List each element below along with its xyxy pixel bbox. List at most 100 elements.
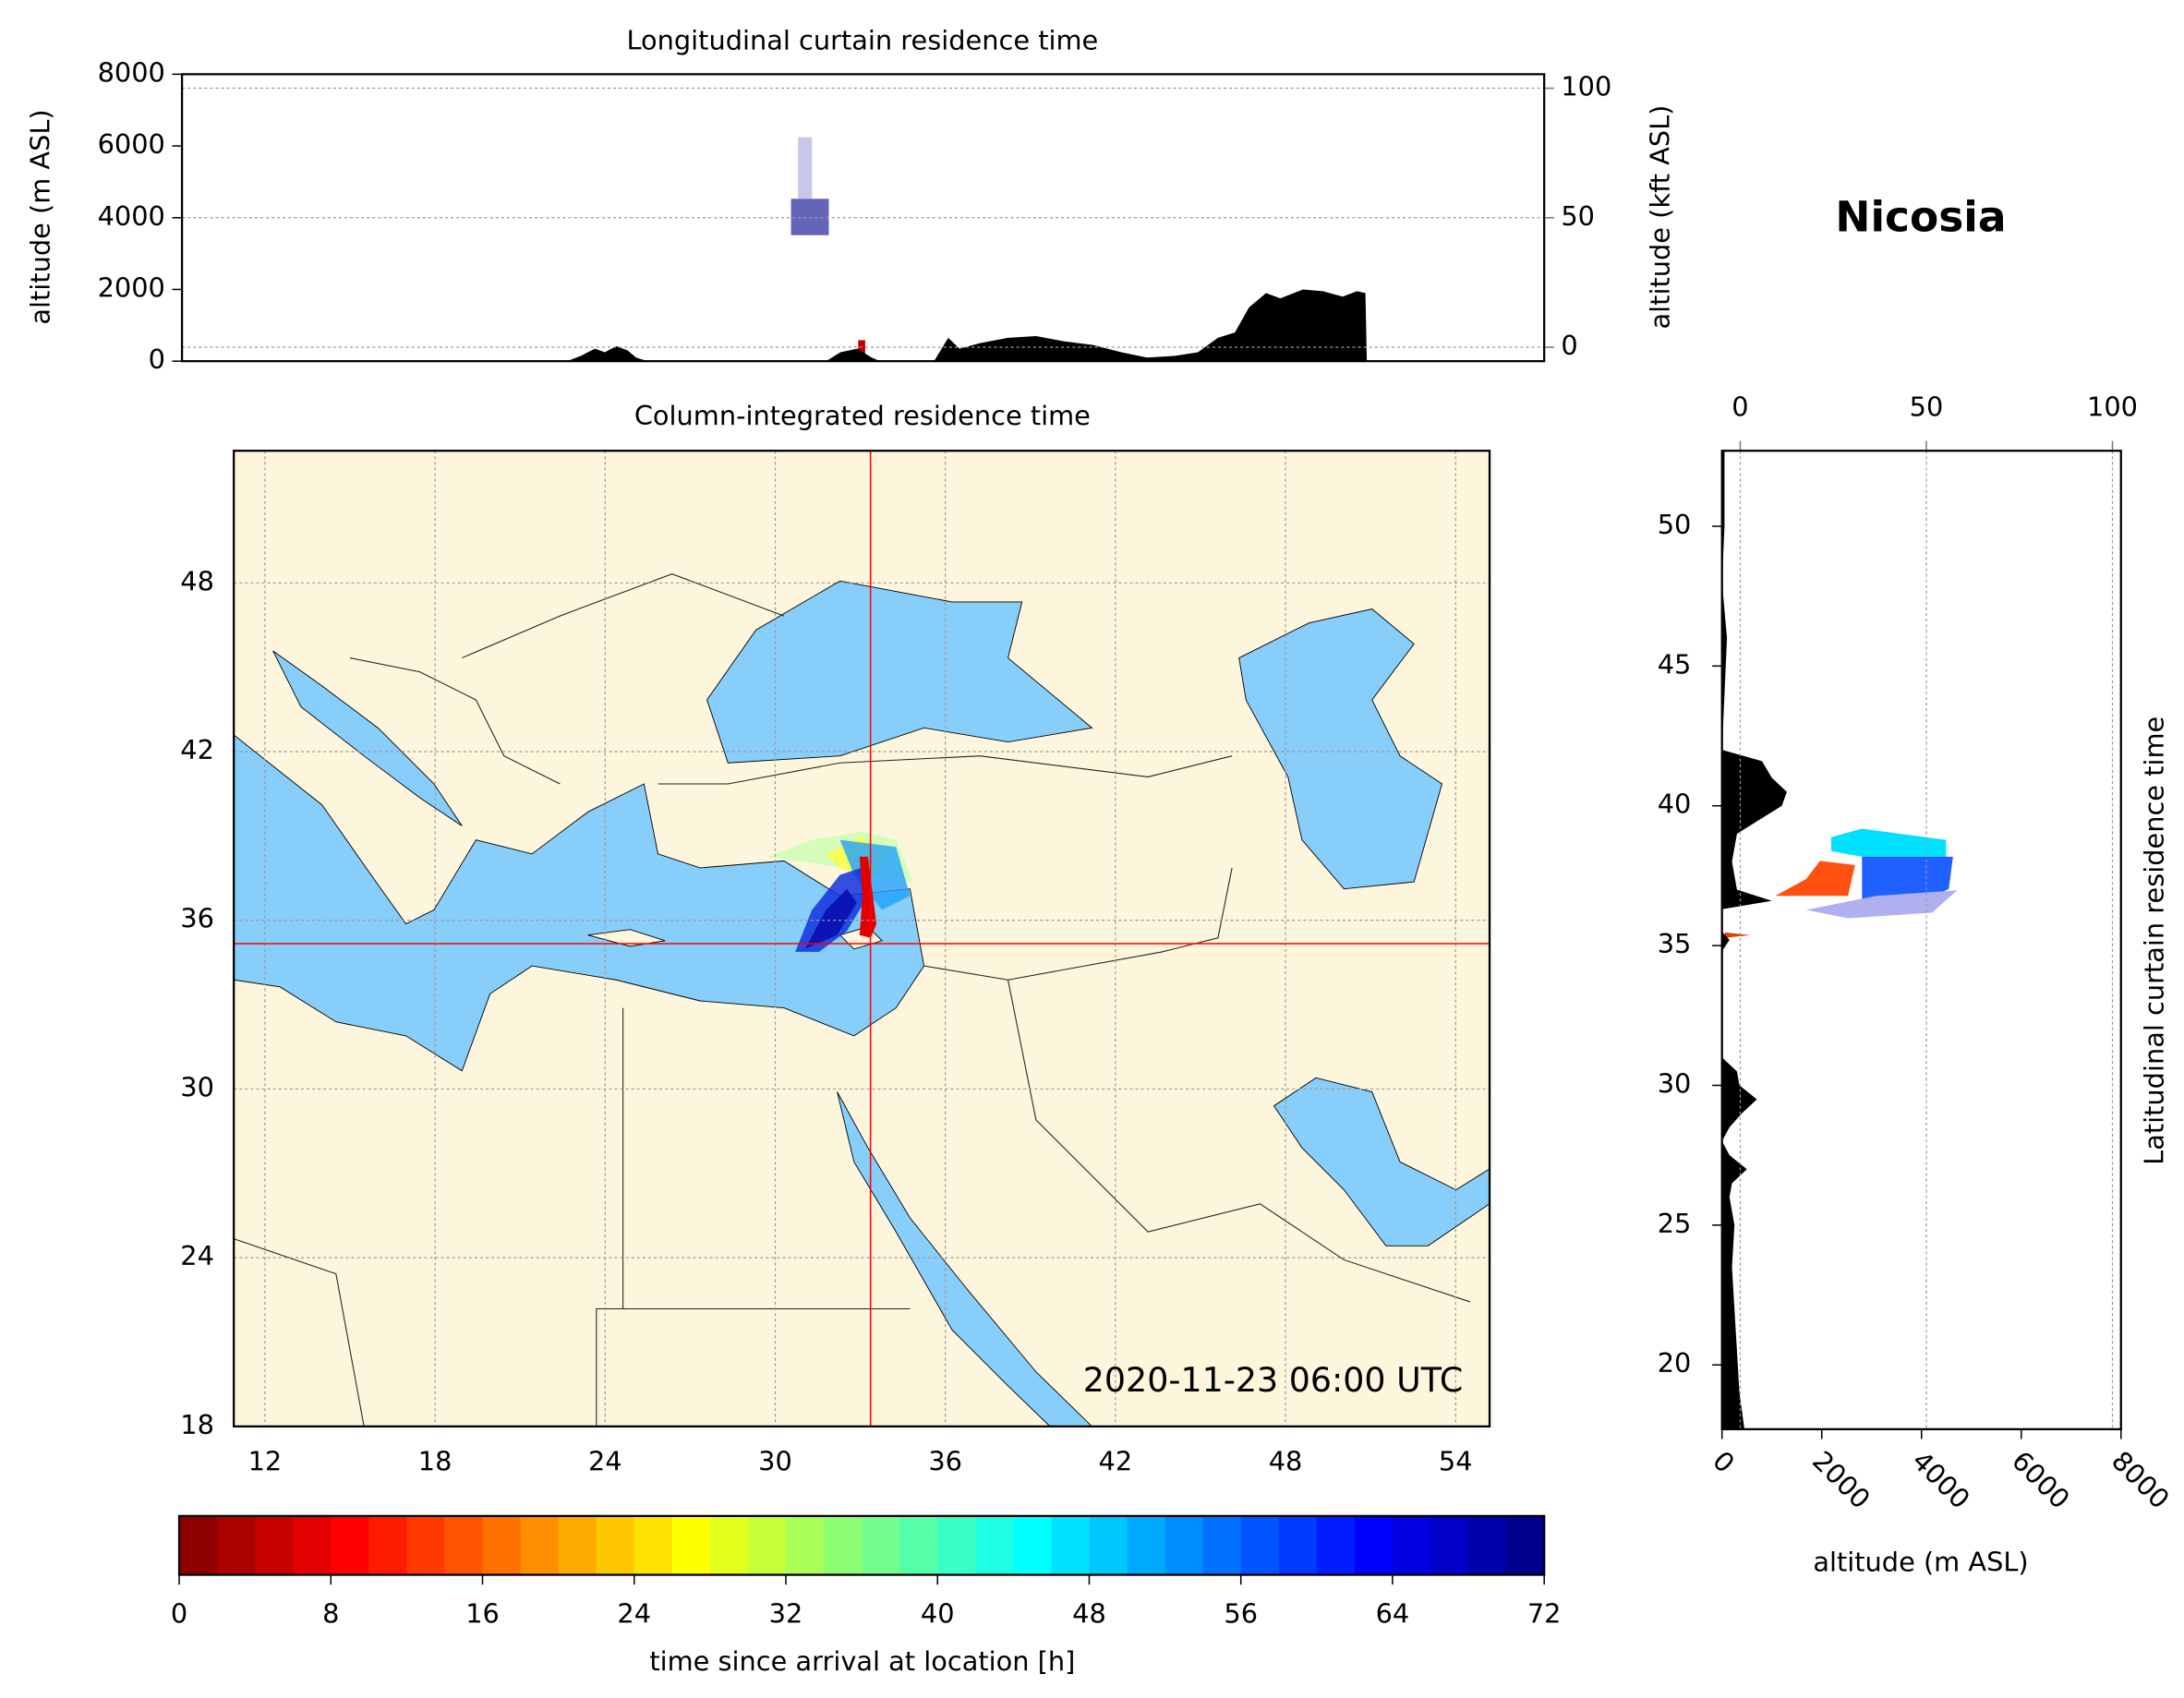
- colorbar-segment: [1506, 1515, 1546, 1575]
- colorbar-segment: [596, 1515, 635, 1575]
- seas: [233, 580, 1490, 1427]
- x-tick-label: 42: [1099, 1445, 1133, 1476]
- right-plume: [1724, 828, 1958, 938]
- axes-frame: [233, 450, 1491, 1427]
- colorbar-label: time since arrival at location [h]: [649, 1645, 1075, 1677]
- colorbar-segment: [179, 1515, 219, 1575]
- y-tick-label: 45: [1658, 648, 1692, 680]
- x-tick-label: 48: [1269, 1445, 1303, 1476]
- map-plume: [766, 831, 913, 952]
- x-tick-label: 0: [1707, 1445, 1741, 1479]
- colorbar-segment: [1240, 1515, 1280, 1575]
- x-tick-label: 30: [758, 1445, 792, 1476]
- y-tick-label: 2000: [98, 271, 165, 303]
- colorbar-segment: [520, 1515, 560, 1575]
- colorbar-segment: [1430, 1515, 1469, 1575]
- y2-tick-label: 100: [1561, 71, 1611, 102]
- colorbar-segment: [1468, 1515, 1508, 1575]
- colorbar-segment: [709, 1515, 749, 1575]
- colorbar-segment: [1202, 1515, 1242, 1575]
- y-tick-label: 40: [1658, 789, 1692, 820]
- x-tick-label: 24: [588, 1445, 622, 1476]
- colorbar-segment: [975, 1515, 1015, 1575]
- y-axis-label: Latitudinal curtain residence time: [2139, 717, 2170, 1165]
- y-tick-label: 0: [149, 343, 165, 375]
- colorbar-segment: [1392, 1515, 1431, 1575]
- colorbar-segment: [331, 1515, 370, 1575]
- y-tick-label: 42: [180, 734, 214, 765]
- y-tick-label: 8000: [98, 56, 165, 88]
- x2-tick-label: 50: [1910, 391, 1944, 423]
- x-axis-label: altitude (m ASL): [1813, 1546, 2028, 1577]
- colorbar-segment: [1354, 1515, 1394, 1575]
- y-tick-label: 50: [1658, 509, 1692, 540]
- colorbar-segment: [1051, 1515, 1091, 1575]
- colorbar-segment: [824, 1515, 863, 1575]
- y-tick-label: 4000: [98, 200, 165, 232]
- x-tick-label: 18: [418, 1445, 452, 1476]
- colorbar-segment: [444, 1515, 484, 1575]
- colorbar-segment: [558, 1515, 597, 1575]
- x-tick-label: 12: [248, 1445, 283, 1476]
- x-tick-label: 6000: [2006, 1445, 2076, 1515]
- colorbar-segment: [899, 1515, 939, 1575]
- station-name: Nicosia: [1835, 193, 2006, 242]
- y2-axis-label: altitude (kft ASL): [1645, 105, 1676, 330]
- borders: [234, 573, 1470, 1427]
- colorbar-tick-label: 8: [322, 1598, 339, 1630]
- colorbar-tick-label: 48: [1072, 1598, 1106, 1630]
- colorbar-segment: [368, 1515, 408, 1575]
- x2-tick-label: 0: [1732, 391, 1748, 423]
- y-tick-label: 48: [180, 565, 214, 596]
- colorbar-segment: [1127, 1515, 1166, 1575]
- terrain: [1721, 451, 1787, 1429]
- x-tick-label: 8000: [2106, 1445, 2176, 1515]
- colorbar-segment: [671, 1515, 711, 1575]
- colorbar-tick-label: 16: [465, 1598, 500, 1630]
- colorbar-segment: [633, 1515, 673, 1575]
- chart-title: Column-integrated residence time: [634, 400, 1091, 431]
- colorbar-segment: [1164, 1515, 1204, 1575]
- y-axis-label: altitude (m ASL): [24, 109, 55, 324]
- colorbar-segment: [1013, 1515, 1053, 1575]
- x-tick-label: 36: [928, 1445, 962, 1476]
- y-tick-label: 30: [180, 1071, 214, 1102]
- colorbar-segment: [747, 1515, 787, 1575]
- top-plume: [790, 137, 865, 357]
- axes-frame: [177, 1514, 1546, 1576]
- y-tick-label: 18: [180, 1409, 214, 1440]
- colorbar-segment: [937, 1515, 977, 1575]
- x2-tick-label: 100: [2087, 391, 2138, 423]
- y2-tick-label: 50: [1561, 200, 1595, 232]
- colorbar-segment: [862, 1515, 901, 1575]
- colorbar-tick-label: 32: [769, 1598, 803, 1630]
- chart-title: Longitudinal curtain residence time: [626, 25, 1098, 56]
- colorbar-segment: [217, 1515, 257, 1575]
- y-tick-label: 6000: [98, 128, 165, 160]
- y-tick-label: 20: [1658, 1347, 1692, 1379]
- colorbar-tick-label: 24: [617, 1598, 651, 1630]
- y-tick-label: 36: [180, 903, 214, 934]
- y-tick-label: 30: [1658, 1067, 1692, 1099]
- colorbar-tick-label: 56: [1224, 1598, 1258, 1630]
- colorbar-tick-label: 40: [921, 1598, 955, 1630]
- colorbar-segment: [1278, 1515, 1318, 1575]
- colorbar-segment: [406, 1515, 446, 1575]
- y-tick-label: 35: [1658, 928, 1692, 959]
- colorbar-segment: [1089, 1515, 1128, 1575]
- timestamp: 2020-11-23 06:00 UTC: [1083, 1360, 1463, 1400]
- colorbar-tick-label: 0: [171, 1598, 187, 1630]
- axes-frame: [1720, 450, 2122, 1431]
- y-tick-label: 24: [180, 1240, 214, 1271]
- colorbar-tick-label: 64: [1376, 1598, 1410, 1630]
- x-tick-label: 4000: [1906, 1445, 1976, 1515]
- terrain: [567, 289, 1368, 362]
- colorbar-segment: [293, 1515, 332, 1575]
- colorbar-segment: [482, 1515, 522, 1575]
- y-tick-label: 25: [1658, 1208, 1692, 1239]
- y2-tick-label: 0: [1561, 330, 1577, 361]
- x-tick-label: 54: [1439, 1445, 1473, 1476]
- colorbar-tick-label: 72: [1527, 1598, 1562, 1630]
- x-tick-label: 2000: [1806, 1445, 1876, 1515]
